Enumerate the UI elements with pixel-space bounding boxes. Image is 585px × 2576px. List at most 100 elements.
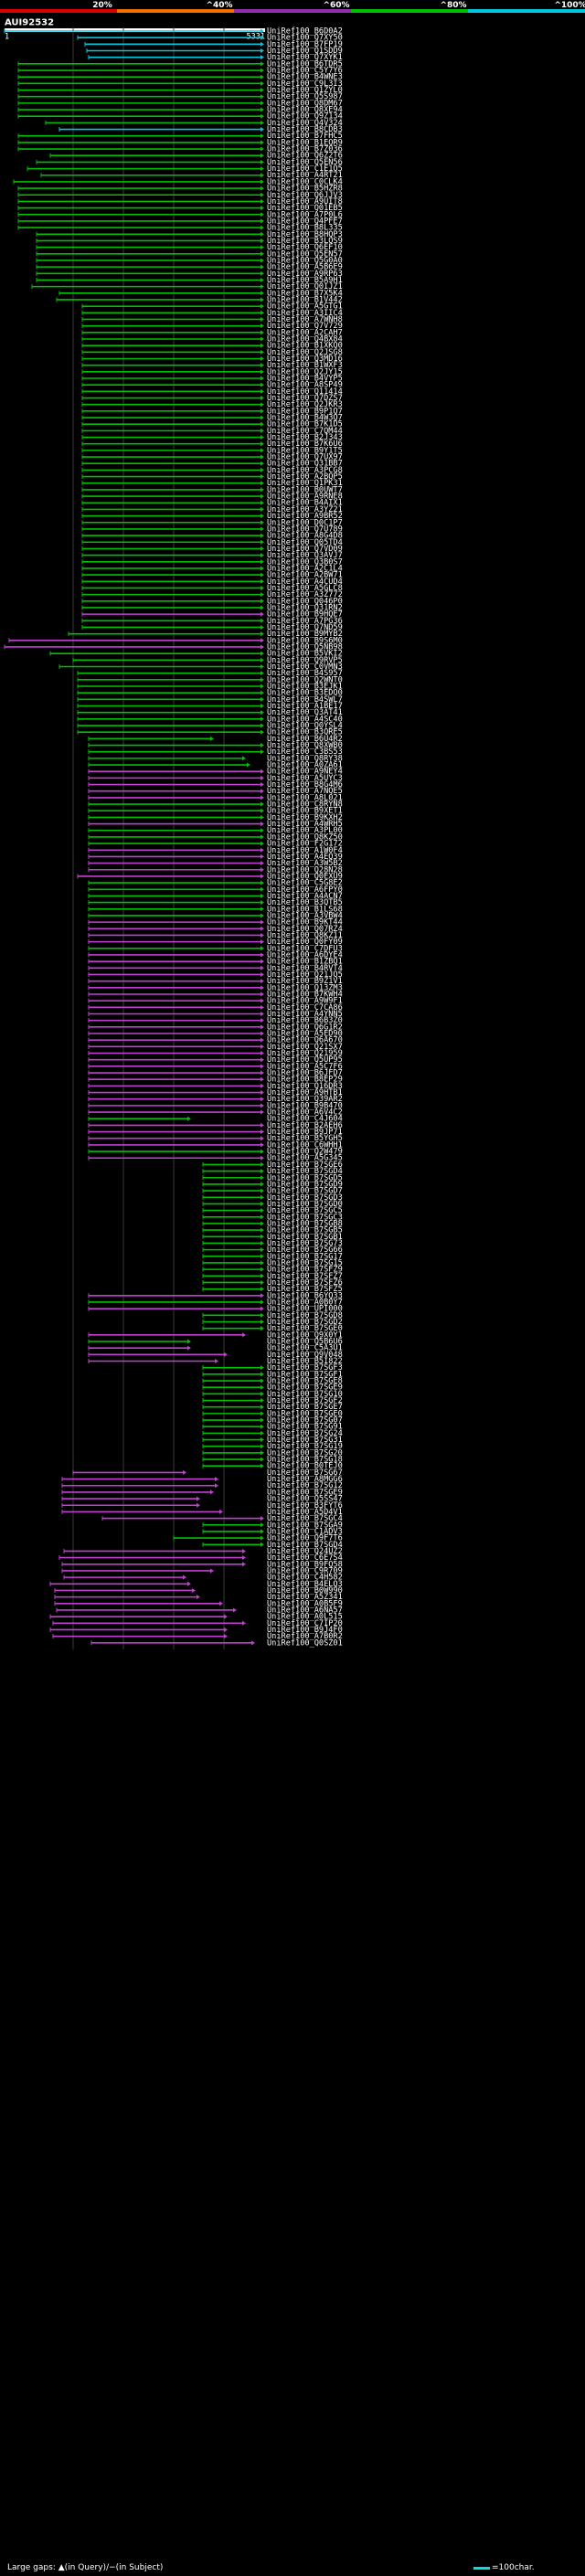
hit-label[interactable]: UniRef100_A7WNH8 bbox=[267, 315, 343, 324]
hit-label[interactable]: UniRef100_A7B0R2 bbox=[267, 1632, 343, 1641]
hit-row[interactable]: UniRef100_B6D0A2 bbox=[4, 27, 343, 37]
hit-row[interactable]: UniRef100_B9P1Q7 bbox=[81, 407, 343, 416]
hit-label[interactable]: UniRef100_A1W0F4 bbox=[267, 846, 343, 855]
hit-row[interactable]: UniRef100_B7SG91 bbox=[202, 1423, 343, 1432]
hit-label[interactable]: UniRef100_A6V4C2 bbox=[267, 1108, 343, 1118]
hit-row[interactable]: UniRef100_B7SGD2 bbox=[202, 1318, 343, 1327]
hit-row[interactable]: UniRef100_Q24UZ2 bbox=[63, 1547, 343, 1556]
hit-row[interactable]: UniRef100_B7SGD4 bbox=[202, 1167, 343, 1176]
hit-row[interactable]: UniRef100_A0L515 bbox=[49, 1613, 343, 1622]
hit-row[interactable]: UniRef100_Q0FY09 bbox=[88, 938, 343, 947]
hit-row[interactable]: UniRef100_A3PL00 bbox=[88, 826, 343, 835]
hit-row[interactable]: UniRef100_A0ZA61 bbox=[88, 761, 343, 770]
hit-label[interactable]: UniRef100_B4SWL7 bbox=[267, 695, 343, 705]
hit-label[interactable]: UniRef100_Q24UZ2 bbox=[267, 1547, 343, 1556]
hit-label[interactable]: UniRef100_B7SGD7 bbox=[267, 1187, 343, 1196]
hit-label[interactable]: UniRef100_A3Z772 bbox=[267, 590, 343, 599]
hit-row[interactable]: UniRef100_A6FPY0 bbox=[88, 885, 343, 895]
hit-row[interactable]: UniRef100_Q07RZ4 bbox=[88, 925, 343, 934]
hit-label[interactable]: UniRef100_A2BW71 bbox=[267, 571, 343, 580]
hit-row[interactable]: UniRef100_B0UWT7 bbox=[81, 485, 343, 494]
hit-row[interactable]: UniRef100_B9B470 bbox=[88, 1101, 343, 1110]
hit-label[interactable]: UniRef100_A2CAH7 bbox=[267, 328, 343, 337]
hit-label[interactable]: UniRef100_A8G4D8 bbox=[267, 532, 343, 541]
hit-row[interactable]: UniRef100_B7SG73 bbox=[202, 1239, 343, 1248]
hit-row[interactable]: UniRef100_C7IP20 bbox=[52, 1619, 343, 1628]
hit-row[interactable]: UniRef100_B9KXH2 bbox=[88, 813, 343, 822]
hit-label[interactable]: UniRef100_UPI000 bbox=[267, 1305, 343, 1314]
hit-row[interactable]: UniRef100_A4YNN5 bbox=[88, 1010, 343, 1019]
hit-label[interactable]: UniRef100_B7SGC4 bbox=[267, 1514, 343, 1523]
hit-label[interactable]: UniRef100_Q7DZS7 bbox=[267, 394, 343, 403]
hit-row[interactable]: UniRef100_B7FHC5 bbox=[17, 132, 343, 141]
hit-label[interactable]: UniRef100_B8HQP3 bbox=[267, 230, 343, 239]
hit-row[interactable]: UniRef100_B8HQP3 bbox=[36, 230, 343, 239]
hit-label[interactable]: UniRef100_B7SGC5 bbox=[267, 1206, 343, 1215]
hit-row[interactable]: UniRef100_Q8XE94 bbox=[17, 106, 343, 115]
hit-label[interactable]: UniRef100_B7K6U6 bbox=[267, 440, 343, 449]
hit-label[interactable]: UniRef100_Q6Z2T6 bbox=[267, 152, 343, 161]
hit-label[interactable]: UniRef100_B7SFZ7 bbox=[267, 1272, 343, 1281]
hit-row[interactable]: UniRef100_B4AIX1 bbox=[81, 499, 343, 508]
hit-label[interactable]: UniRef100_Q6A670 bbox=[267, 1036, 343, 1045]
hit-label[interactable]: UniRef100_B7Z036 bbox=[267, 145, 343, 154]
hit-row[interactable]: UniRef100_Q7XY50 bbox=[77, 34, 343, 43]
hit-label[interactable]: UniRef100_A3YZ21 bbox=[267, 505, 343, 514]
hit-label[interactable]: UniRef100_Q1SDD9 bbox=[267, 47, 343, 56]
hit-row[interactable]: UniRef100_A9UIT8 bbox=[17, 197, 343, 207]
hit-row[interactable]: UniRef100_B8G4M6 bbox=[88, 780, 343, 790]
hit-label[interactable]: UniRef100_B7SFZ6 bbox=[267, 1278, 343, 1288]
hit-label[interactable]: UniRef100_B7SG15 bbox=[267, 1258, 343, 1267]
hit-label[interactable]: UniRef100_B4VYP5 bbox=[267, 375, 343, 384]
hit-label[interactable]: UniRef100_Q6JJV3 bbox=[267, 191, 343, 200]
hit-row[interactable]: UniRef100_B2J343 bbox=[81, 433, 343, 442]
hit-label[interactable]: UniRef100_Q3MD16 bbox=[267, 355, 343, 364]
hit-label[interactable]: UniRef100_A3PL00 bbox=[267, 826, 343, 835]
hit-row[interactable]: UniRef100_C9L3I3 bbox=[17, 80, 343, 89]
hit-label[interactable]: UniRef100_Q11414 bbox=[267, 387, 343, 397]
hit-label[interactable]: UniRef100_C1ADV3 bbox=[267, 1527, 343, 1536]
hit-label[interactable]: UniRef100_B2J343 bbox=[267, 433, 343, 442]
hit-row[interactable]: UniRef100_B7SGE0 bbox=[202, 1409, 343, 1418]
hit-row[interactable]: UniRef100_B5YGH5 bbox=[88, 1134, 343, 1143]
hit-label[interactable]: UniRef100_A4WRH5 bbox=[267, 820, 343, 829]
hit-label[interactable]: UniRef100_B0TEJ0 bbox=[267, 1462, 343, 1471]
hit-row[interactable]: UniRef100_Q5B6U6 bbox=[88, 1338, 343, 1347]
hit-row[interactable]: UniRef100_B3FYT6 bbox=[61, 1501, 343, 1511]
hit-label[interactable]: UniRef100_C7QM44 bbox=[267, 427, 343, 436]
hit-row[interactable]: UniRef100_B9XET1 bbox=[88, 807, 343, 816]
hit-row[interactable]: UniRef100_Q16DR3 bbox=[88, 1082, 343, 1091]
hit-label[interactable]: UniRef100_Q0YSL4 bbox=[267, 722, 343, 731]
hit-label[interactable]: UniRef100_Q3B0S7 bbox=[267, 557, 343, 567]
hit-row[interactable]: UniRef100_A5G345 bbox=[88, 1154, 343, 1163]
hit-label[interactable]: UniRef100_B7SG91 bbox=[267, 1423, 343, 1432]
hit-label[interactable]: UniRef100_B4ELQ3 bbox=[267, 1580, 343, 1589]
hit-row[interactable]: UniRef100_C7QM44 bbox=[81, 427, 343, 436]
hit-label[interactable]: UniRef100_Q2WNT0 bbox=[267, 675, 343, 684]
hit-label[interactable]: UniRef100_A7NQE5 bbox=[267, 787, 343, 796]
hit-label[interactable]: UniRef100_B7SGB5 bbox=[267, 1226, 343, 1235]
hit-label[interactable]: UniRef100_B4RVT4 bbox=[267, 964, 343, 973]
hit-label[interactable]: UniRef100_B9MYB2 bbox=[267, 630, 343, 639]
hit-row[interactable]: UniRef100_Q9RVP5 bbox=[72, 656, 343, 665]
hit-row[interactable]: UniRef100_A0B5F9 bbox=[54, 1599, 343, 1608]
hit-row[interactable]: UniRef100_A3YZ21 bbox=[81, 505, 343, 514]
hit-label[interactable]: UniRef100_B7SG19 bbox=[267, 1442, 343, 1451]
hit-label[interactable]: UniRef100_Q31BB7 bbox=[267, 460, 343, 469]
hit-label[interactable]: UniRef100_A0B0Y7 bbox=[267, 1298, 343, 1307]
hit-label[interactable]: UniRef100_B7SGE0 bbox=[267, 1324, 343, 1333]
hit-label[interactable]: UniRef100_A3PCG8 bbox=[267, 466, 343, 475]
hit-row[interactable]: UniRef100_B4W3Q7 bbox=[81, 414, 343, 423]
hit-row[interactable]: UniRef100_B7SFZ6 bbox=[202, 1278, 343, 1288]
hit-label[interactable]: UniRef100_B7SFZ9 bbox=[267, 1266, 343, 1275]
hit-row[interactable]: UniRef100_B7SG20 bbox=[202, 1448, 343, 1458]
hit-label[interactable]: UniRef100_Q5SS47 bbox=[267, 1495, 343, 1504]
hit-label[interactable]: UniRef100_B7SGD8 bbox=[267, 1311, 343, 1320]
hit-row[interactable]: UniRef100_B0W990 bbox=[54, 1586, 343, 1595]
hit-row[interactable]: UniRef100_Q5S987 bbox=[17, 92, 343, 101]
hit-label[interactable]: UniRef100_Q4PFE7 bbox=[267, 217, 343, 226]
hit-label[interactable]: UniRef100_B3EJK1 bbox=[267, 683, 343, 692]
hit-label[interactable]: UniRef100_A9RNE8 bbox=[267, 493, 343, 502]
hit-label[interactable]: UniRef100_B9HQE7 bbox=[267, 610, 343, 620]
hit-label[interactable]: UniRef100_Q7VD09 bbox=[267, 545, 343, 554]
